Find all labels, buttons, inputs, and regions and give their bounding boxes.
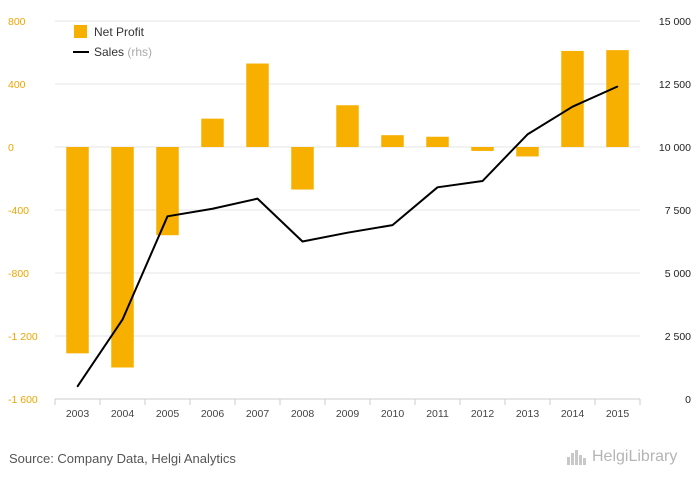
- x-tick-label: 2008: [291, 408, 315, 420]
- x-tick-label: 2010: [381, 408, 405, 420]
- legend-label: Sales (rhs): [94, 45, 152, 59]
- bar-2015: [606, 50, 629, 148]
- sales-point-2012: [481, 180, 484, 182]
- x-tick-label: 2012: [471, 408, 495, 420]
- right-tick-label: 15 000: [659, 16, 691, 28]
- left-tick-label: 0: [8, 142, 14, 154]
- x-tick-label: 2003: [66, 408, 90, 420]
- left-axis-ticks: 800 400 0 -400 -800 -1 200 -1 600: [8, 16, 38, 406]
- bar-2003: [66, 147, 89, 354]
- sales-point-2015: [616, 85, 619, 88]
- right-tick-label: 5 000: [665, 268, 691, 280]
- sales-point-2006: [211, 207, 214, 210]
- brand-name: HelgiLibrary: [592, 448, 678, 465]
- x-tick-label: 2004: [111, 408, 135, 420]
- net-profit-bars: [66, 50, 629, 368]
- right-tick-label: 2 500: [665, 331, 691, 343]
- x-tick-label: 2009: [336, 408, 360, 420]
- left-tick-label: -1 200: [8, 331, 38, 343]
- bar-2010: [381, 135, 404, 147]
- legend: Net Profit Sales (rhs): [73, 25, 152, 59]
- x-tick-label: 2005: [156, 408, 180, 420]
- sales-point-2011: [436, 186, 439, 189]
- x-tick-label: 2006: [201, 408, 225, 420]
- sales-line-group: [76, 85, 619, 388]
- bar-2014: [561, 50, 584, 147]
- right-tick-label: 10 000: [659, 142, 691, 154]
- x-axis-ticks: 2003 2004 2005 2006 2007 2008 2009 2010 2011 2012…: [66, 408, 630, 420]
- sales-point-2010: [391, 224, 394, 226]
- bar-2007: [246, 63, 269, 147]
- right-tick-label: 0: [685, 394, 691, 406]
- bar-2005: [156, 147, 179, 236]
- legend-label: Net Profit: [94, 25, 145, 39]
- sales-point-2014: [571, 105, 574, 108]
- brand-logo: HelgiLibrary: [566, 448, 677, 466]
- bar-2012: [471, 147, 494, 151]
- sales-point-2007: [256, 197, 259, 200]
- bar-2004: [111, 147, 134, 368]
- right-axis-ticks: 15 000 12 500 10 000 7 500 5 000 2 500 0: [659, 16, 691, 406]
- left-tick-label: -1 600: [8, 394, 38, 406]
- legend-swatch-net-profit: [74, 25, 87, 38]
- left-tick-label: -400: [8, 205, 29, 217]
- legend-note: (rhs): [124, 45, 152, 59]
- bar-2013: [516, 147, 539, 157]
- sales-point-2008: [301, 240, 304, 243]
- x-tick-label: 2015: [606, 408, 630, 420]
- bar-2006: [201, 118, 224, 147]
- left-tick-label: 400: [8, 79, 26, 91]
- sales-point-2003: [76, 385, 79, 388]
- x-tick-label: 2013: [516, 408, 540, 420]
- right-tick-label: 7 500: [665, 205, 691, 217]
- bar-2008: [291, 147, 314, 190]
- right-tick-label: 12 500: [659, 79, 691, 91]
- gridlines: [55, 20, 640, 400]
- sales-point-2009: [346, 231, 349, 234]
- left-tick-label: 800: [8, 16, 26, 28]
- x-tick-label: 2014: [561, 408, 585, 420]
- sales-point-2004: [121, 318, 124, 321]
- x-tick-label: 2007: [246, 408, 270, 420]
- source-note: Source: Company Data, Helgi Analytics: [9, 451, 236, 466]
- axes: [54, 398, 641, 405]
- sales-point-2013: [526, 133, 529, 136]
- x-tick-label: 2011: [426, 408, 449, 420]
- combo-chart: 800 400 0 -400 -800 -1 200 -1 600 15 000 12 500…: [8, 16, 691, 420]
- bar-2009: [336, 105, 359, 147]
- bar-2011: [426, 136, 449, 147]
- sales-point-2005: [166, 215, 169, 218]
- left-tick-label: -800: [8, 268, 29, 280]
- city-skyline-icon: [567, 450, 586, 465]
